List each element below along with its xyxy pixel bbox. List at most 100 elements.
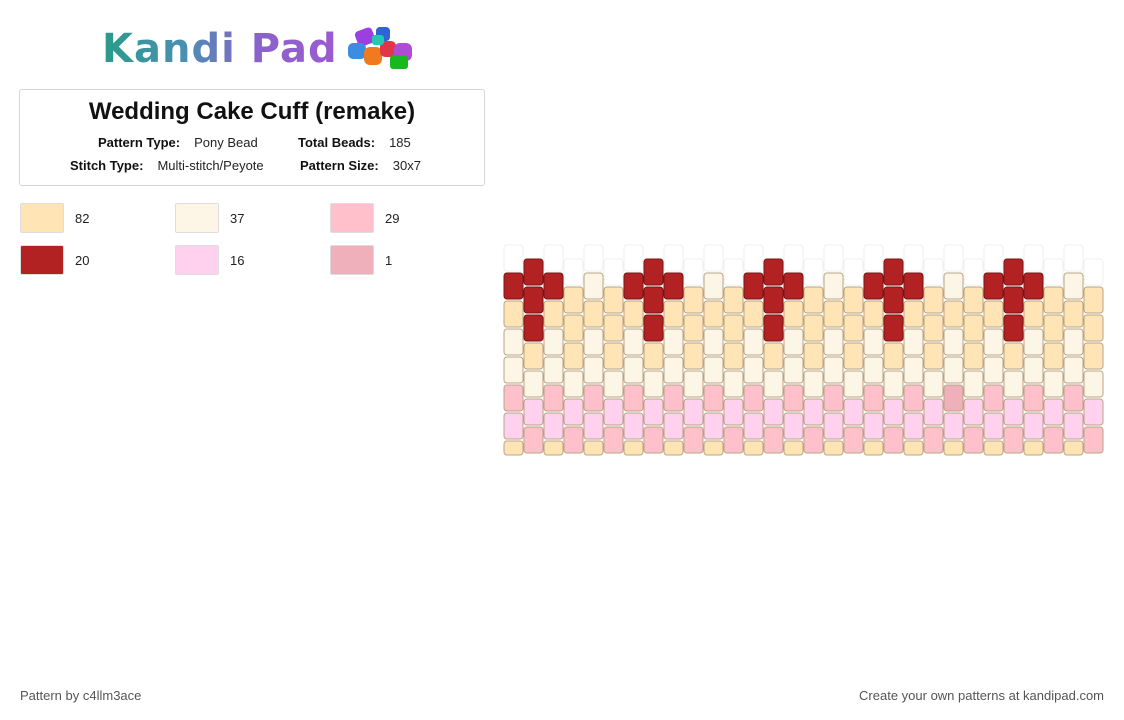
page-title: Wedding Cake Cuff (remake): [88, 98, 416, 125]
bead: [963, 398, 984, 426]
bead: [683, 258, 704, 286]
bead: [903, 272, 924, 300]
bead: [683, 426, 704, 454]
bead: [1063, 272, 1084, 300]
bead: [1003, 258, 1024, 286]
bead: [943, 300, 964, 328]
bead: [883, 314, 904, 342]
bead: [563, 314, 584, 342]
bead: [963, 426, 984, 454]
bead: [503, 328, 524, 356]
bead: [1043, 342, 1064, 370]
bead: [603, 258, 624, 286]
bead: [763, 314, 784, 342]
bead: [763, 398, 784, 426]
bead: [863, 328, 884, 356]
bead: [583, 384, 604, 412]
beads-logo-icon: [347, 27, 412, 69]
bead-count: 16: [230, 252, 245, 268]
pattern-size-label: Pattern Size:: [300, 158, 379, 173]
bead: [583, 356, 604, 384]
bead: [943, 384, 964, 412]
bead: [1003, 370, 1024, 398]
bead: [763, 342, 784, 370]
total-beads-label: Total Beads:: [298, 135, 376, 150]
bead: [983, 328, 1004, 356]
bead: [1063, 328, 1084, 356]
bead: [683, 398, 704, 426]
bead: [723, 426, 744, 454]
bead: [703, 412, 724, 440]
bead: [923, 426, 944, 454]
bead: [643, 398, 664, 426]
bead: [1063, 440, 1084, 456]
bead: [643, 286, 664, 314]
bead: [823, 300, 844, 328]
bead: [943, 272, 964, 300]
pattern-type-label: Pattern Type:: [98, 135, 181, 150]
bead: [923, 258, 944, 286]
bead: [903, 244, 924, 272]
bead: [543, 272, 564, 300]
bead: [803, 426, 824, 454]
bead: [1023, 300, 1044, 328]
bead: [843, 286, 864, 314]
bead: [963, 286, 984, 314]
bead: [643, 426, 664, 454]
bead: [663, 384, 684, 412]
bead: [1063, 300, 1084, 328]
bead: [643, 314, 664, 342]
bead: [783, 300, 804, 328]
bead: [903, 440, 924, 456]
bead: [1043, 398, 1064, 426]
bead: [723, 342, 744, 370]
bead: [783, 356, 804, 384]
bead: [643, 370, 664, 398]
pattern-credit: Pattern by c4llm3ace: [20, 688, 142, 703]
bead: [783, 440, 804, 456]
bead: [823, 272, 844, 300]
bead: [1043, 314, 1064, 342]
bead: [523, 342, 544, 370]
bead: [543, 300, 564, 328]
bead: [683, 286, 704, 314]
kandipad-promo-link[interactable]: Create your own patterns at kandipad.com: [859, 688, 1104, 703]
bead: [843, 258, 864, 286]
bead: [823, 440, 844, 456]
bead: [1003, 286, 1024, 314]
bead: [863, 384, 884, 412]
bead: [703, 300, 724, 328]
bead: [803, 370, 824, 398]
color-swatch: [330, 203, 374, 233]
bead: [1023, 328, 1044, 356]
bead: [603, 370, 624, 398]
bead: [823, 328, 844, 356]
bead: [723, 286, 744, 314]
bead: [1043, 286, 1064, 314]
bead: [663, 300, 684, 328]
bead: [823, 356, 844, 384]
bead: [923, 398, 944, 426]
bead: [783, 328, 804, 356]
bead: [523, 398, 544, 426]
bead: [1023, 272, 1044, 300]
bead: [743, 356, 764, 384]
bead: [563, 426, 584, 454]
kandipad-logo[interactable]: Kandi Pad: [102, 24, 422, 74]
bead: [543, 328, 564, 356]
bead: [1043, 370, 1064, 398]
color-swatch: [20, 203, 64, 233]
bead: [803, 342, 824, 370]
bead: [563, 370, 584, 398]
bead: [623, 440, 644, 456]
bead: [703, 328, 724, 356]
pattern-type-value: Pony Bead: [194, 135, 258, 150]
bead: [1023, 412, 1044, 440]
bead: [623, 244, 644, 272]
bead: [1003, 342, 1024, 370]
legend-item: 37: [175, 203, 244, 233]
bead: [803, 286, 824, 314]
bead: [1083, 258, 1104, 286]
bead: [663, 244, 684, 272]
logo-text: Kandi Pad: [102, 26, 338, 72]
